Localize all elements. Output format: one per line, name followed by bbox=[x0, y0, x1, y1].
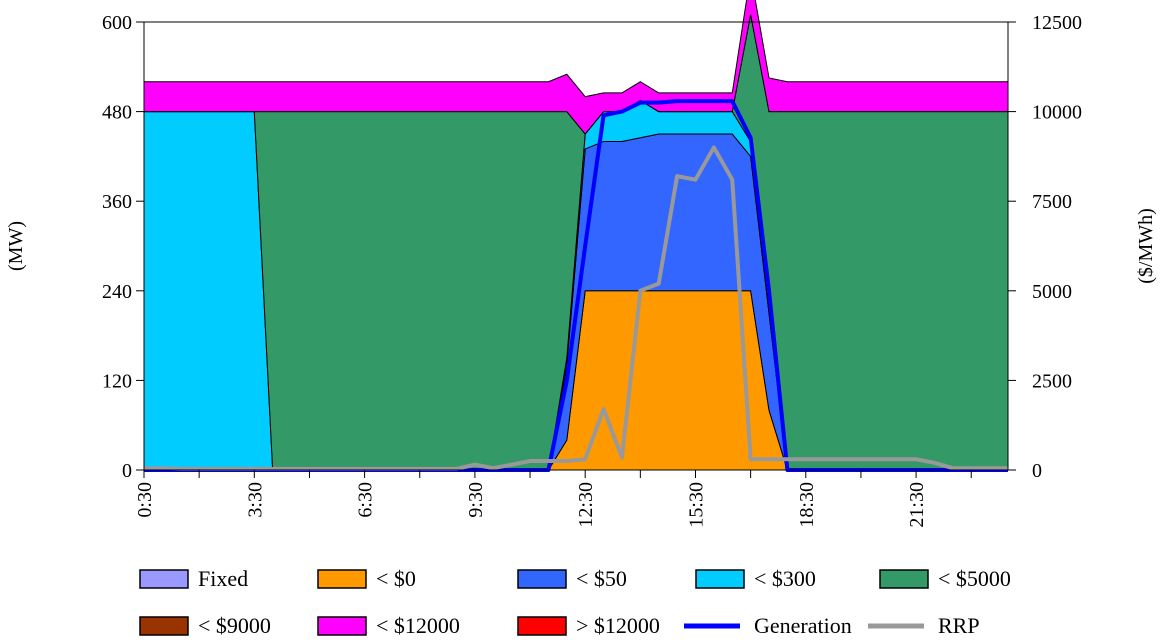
y-left-tick-label: 360 bbox=[102, 191, 132, 213]
legend-item-generation: Generation bbox=[684, 613, 852, 638]
legend-swatch bbox=[139, 616, 189, 636]
y-right-tick-label: 0 bbox=[1032, 460, 1042, 482]
axes: 0 120 240 360 480 600 0 2500 5000 7500 10000 12500 0… bbox=[102, 12, 1082, 528]
legend-label: RRP bbox=[938, 613, 980, 638]
legend-swatch bbox=[517, 616, 567, 636]
x-tick-label: 18:30 bbox=[796, 482, 818, 528]
legend-item-rrp: RRP bbox=[868, 613, 980, 638]
legend-label: < $50 bbox=[576, 566, 627, 591]
legend-item--12000: > $12000 bbox=[517, 613, 660, 638]
legend-label: Generation bbox=[754, 613, 852, 638]
legend-swatch bbox=[317, 569, 367, 589]
legend-item--12000: < $12000 bbox=[317, 613, 460, 638]
legend: Fixed < $0 < $50 < $300 < $5000 < $9000 < $120… bbox=[139, 566, 1011, 638]
y-left-tick-label: 600 bbox=[102, 12, 132, 34]
x-tick-label: 0:30 bbox=[134, 482, 156, 518]
legend-label: < $300 bbox=[754, 566, 816, 591]
x-tick-label: 6:30 bbox=[355, 482, 377, 518]
legend-label: > $12000 bbox=[576, 613, 660, 638]
legend-item--50: < $50 bbox=[517, 566, 627, 591]
plot-frame bbox=[143, 21, 1009, 471]
legend-item--9000: < $9000 bbox=[139, 613, 271, 638]
legend-swatch bbox=[517, 569, 567, 589]
legend-item--0: < $0 bbox=[317, 566, 416, 591]
y-left-tick-label: 0 bbox=[122, 460, 132, 482]
legend-label: < $5000 bbox=[938, 566, 1011, 591]
legend-label: Fixed bbox=[198, 566, 248, 591]
x-tick-label: 9:30 bbox=[465, 482, 487, 518]
x-tick-label: 12:30 bbox=[575, 482, 597, 528]
y-right-tick-label: 5000 bbox=[1032, 281, 1072, 303]
legend-item--5000: < $5000 bbox=[879, 566, 1011, 591]
legend-item--300: < $300 bbox=[695, 566, 816, 591]
legend-label: < $12000 bbox=[376, 613, 460, 638]
legend-swatch bbox=[695, 569, 745, 589]
x-tick-label: 21:30 bbox=[906, 482, 928, 528]
y-left-tick-label: 120 bbox=[102, 370, 132, 392]
x-tick-label: 3:30 bbox=[244, 482, 266, 518]
y-left-axis-label: (MW) bbox=[5, 221, 27, 271]
y-right-tick-label: 7500 bbox=[1032, 191, 1072, 213]
legend-label: < $0 bbox=[376, 566, 416, 591]
y-right-axis-label: ($/MWh) bbox=[1135, 208, 1157, 284]
y-left-tick-label: 480 bbox=[102, 102, 132, 124]
line-rrp bbox=[144, 145, 1008, 471]
x-tick-label: 15:30 bbox=[685, 482, 707, 528]
legend-swatch bbox=[317, 616, 367, 636]
y-right-tick-label: 10000 bbox=[1032, 102, 1082, 124]
legend-swatch bbox=[139, 569, 189, 589]
y-right-tick-label: 2500 bbox=[1032, 370, 1072, 392]
legend-swatch bbox=[879, 569, 929, 589]
y-left-tick-label: 240 bbox=[102, 281, 132, 303]
legend-item-fixed: Fixed bbox=[139, 566, 248, 591]
legend-label: < $9000 bbox=[198, 613, 271, 638]
y-right-tick-label: 12500 bbox=[1032, 12, 1082, 34]
